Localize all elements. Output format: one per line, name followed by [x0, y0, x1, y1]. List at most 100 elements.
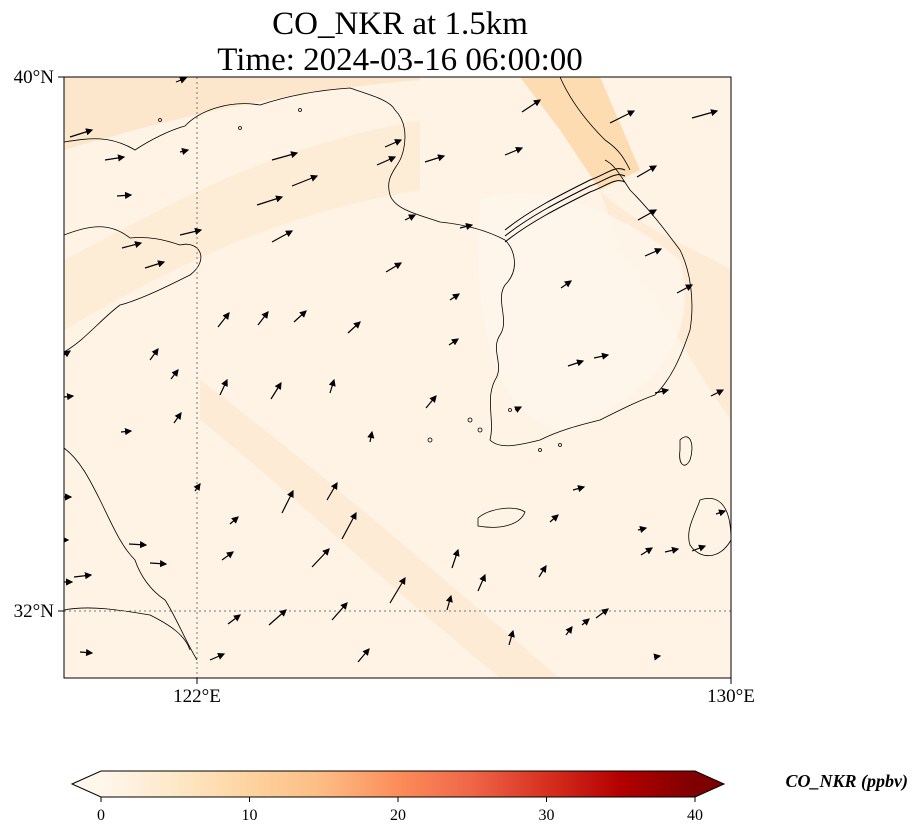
wind-arrow: [549, 514, 559, 523]
wind-arrow: [221, 551, 234, 561]
wind-arrow: [73, 572, 93, 580]
wind-arrow: [567, 359, 585, 367]
wind-arrow: [257, 311, 269, 326]
wind-arrow: [341, 511, 357, 540]
co-field-band: [200, 380, 560, 678]
wind-arrow: [572, 485, 586, 493]
wind-arrow: [144, 260, 166, 269]
wind-arrow: [514, 406, 523, 413]
colorbar-tick-30: 30: [539, 807, 555, 824]
colorbar-title: CO_NKR (ppbv): [786, 771, 909, 792]
lon-tick-122e: 122°E: [173, 686, 221, 707]
wind-arrow: [448, 338, 459, 346]
jeju-island: [477, 507, 526, 528]
wind-arrow: [504, 146, 524, 156]
wind-arrow: [425, 395, 437, 409]
colorbar-gradient: [101, 771, 695, 797]
wind-arrow: [593, 352, 610, 360]
co-field-band: [64, 120, 420, 330]
colorbar-tick-20: 20: [390, 807, 406, 824]
wind-arrow: [451, 548, 460, 569]
wind-arrow: [560, 280, 572, 289]
co-field-low: [478, 193, 685, 430]
wind-arrow: [173, 412, 182, 424]
colorbar-extend-low: [72, 771, 101, 797]
wind-arrow: [281, 489, 294, 514]
wind-arrow: [291, 174, 319, 187]
colorbar-extend-high: [695, 771, 724, 797]
colorbar-tick-40: 40: [687, 807, 703, 824]
wind-arrow: [404, 214, 417, 221]
co-field-band: [64, 77, 420, 150]
wind-arrow: [170, 369, 179, 380]
wind-arrow: [637, 209, 658, 221]
wind-arrow: [644, 248, 663, 257]
wind-arrow: [367, 430, 375, 443]
wind-arrow: [311, 548, 330, 568]
wind-arrow: [104, 154, 126, 162]
wind-arrow: [116, 191, 133, 200]
wind-arrow: [293, 310, 307, 323]
wind-vectors: [64, 77, 727, 663]
wind-arrow: [664, 546, 680, 554]
wind-arrow: [64, 393, 75, 401]
wind-arrow: [227, 614, 241, 625]
wind-arrow: [676, 284, 694, 294]
wind-arrow: [121, 241, 143, 249]
wind-arrow: [449, 293, 460, 301]
wind-arrow: [328, 378, 336, 394]
wind-arrow: [175, 77, 188, 84]
wind-arrow: [347, 321, 361, 334]
wind-arrow: [268, 609, 287, 626]
wind-arrow: [637, 525, 648, 533]
wind-arrow: [271, 151, 299, 161]
map-title-line2: Time: 2024-03-16 06:00:00: [217, 42, 583, 78]
wind-arrow: [357, 648, 370, 663]
wind-arrow: [459, 222, 474, 230]
wind-arrow: [79, 648, 94, 657]
wind-arrow: [229, 516, 239, 525]
wind-arrow: [653, 653, 662, 661]
wind-arrow: [331, 602, 348, 621]
wind-arrow: [385, 262, 403, 273]
wind-arrow: [120, 428, 133, 436]
wind-arrow: [270, 381, 282, 400]
wind-arrow: [715, 509, 727, 517]
wind-arrow: [565, 626, 573, 636]
wind-arrow: [271, 230, 294, 243]
map-panel: [64, 77, 731, 678]
wind-arrow: [521, 99, 541, 113]
wind-arrow: [179, 147, 190, 155]
wind-arrow: [326, 481, 338, 501]
wind-arrow: [424, 154, 446, 163]
wind-arrow: [389, 576, 406, 604]
wind-arrow: [691, 109, 719, 119]
map-title-line1: CO_NKR at 1.5km: [272, 6, 528, 42]
wind-arrow: [149, 348, 159, 361]
wind-arrow: [654, 387, 670, 395]
wind-arrow: [219, 378, 228, 396]
colorbar: 0 10 20 30 40 CO_NKR (ppbv): [70, 770, 909, 824]
wind-arrow: [507, 629, 515, 646]
lat-tick-32n: 32°N: [14, 601, 55, 622]
colorbar-tick-10: 10: [242, 807, 258, 824]
lon-tick-130e: 130°E: [707, 686, 755, 707]
wind-arrow: [445, 594, 453, 611]
wind-arrow: [595, 608, 609, 619]
lat-tick-40n: 40°N: [14, 67, 55, 88]
wind-arrow: [581, 618, 590, 626]
wind-arrow: [179, 227, 203, 236]
wind-arrow: [691, 544, 707, 552]
coastlines: [64, 77, 731, 661]
wind-arrow: [209, 653, 226, 661]
wind-arrow: [477, 573, 486, 592]
colorbar-tick-0: 0: [97, 807, 105, 824]
wind-arrow: [193, 483, 201, 492]
wind-arrow: [640, 547, 654, 556]
wind-arrow: [609, 110, 636, 124]
map-frame: [63, 76, 732, 679]
wind-arrow: [376, 156, 397, 166]
wind-arrow: [149, 560, 168, 568]
wind-arrow: [256, 195, 284, 206]
